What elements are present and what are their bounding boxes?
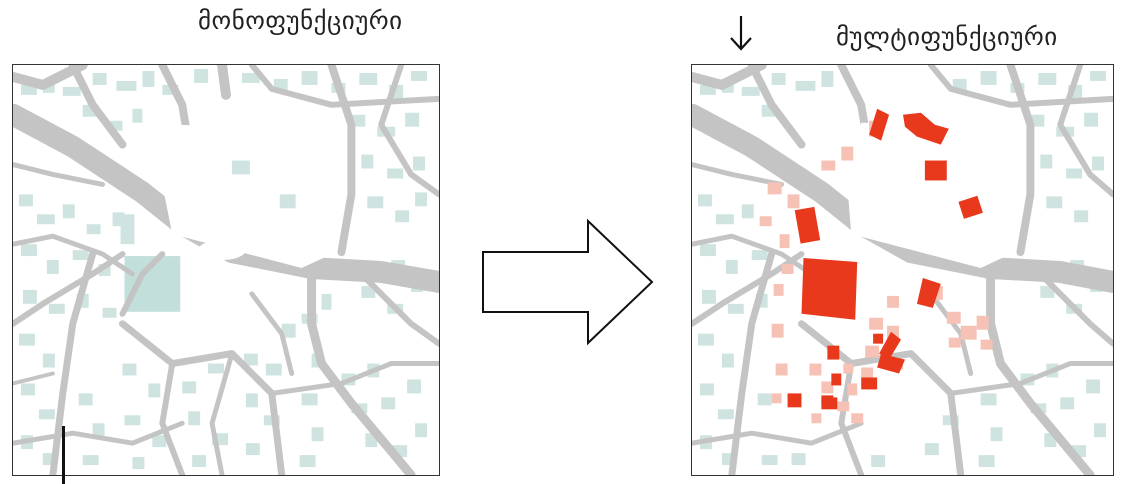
marker-line xyxy=(62,426,65,484)
right-arrow-icon xyxy=(482,218,654,346)
map-monofunctional-svg xyxy=(13,65,439,475)
primary-functions xyxy=(787,108,983,410)
monofunctional-title: მონოფუნქციური xyxy=(198,6,403,35)
open-plaza xyxy=(847,122,1021,269)
down-arrow-icon xyxy=(730,16,752,51)
map-monofunctional xyxy=(12,64,440,476)
map-multifunctional xyxy=(691,64,1114,476)
open-plaza xyxy=(164,124,342,269)
plaza-island xyxy=(198,240,246,261)
multifunctional-title: მულტიფუნქციური xyxy=(836,22,1058,51)
map-multifunctional-svg xyxy=(692,65,1113,475)
